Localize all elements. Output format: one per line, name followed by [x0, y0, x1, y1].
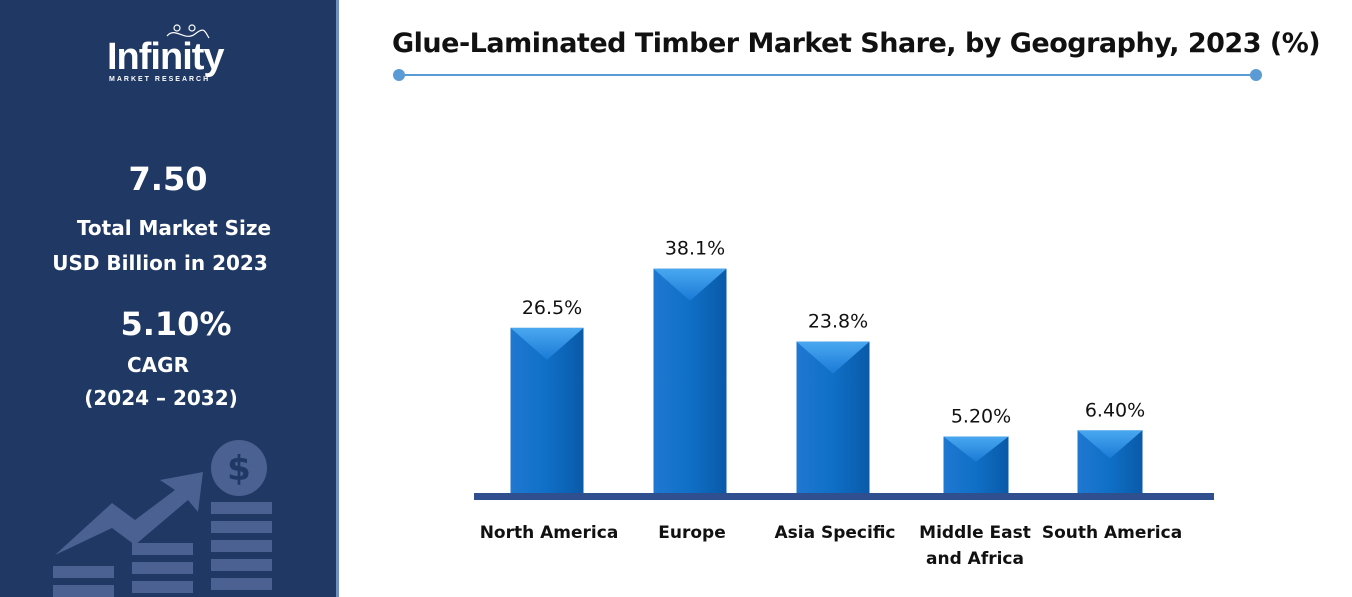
bar-bevel [653, 268, 727, 301]
cagr-value: 5.10% [120, 305, 232, 343]
bar [796, 341, 870, 493]
bar [943, 436, 1009, 493]
category-label: and Africa [926, 549, 1024, 569]
title-underline [399, 74, 1256, 76]
category-label: South America [1042, 523, 1182, 543]
bar [1077, 430, 1143, 493]
data-label: 6.40% [1085, 399, 1145, 421]
sidebar: Infinity MARKET RESEARCH 7.50 Total Mark… [0, 0, 339, 597]
cagr-label: CAGR [127, 353, 189, 377]
svg-text:$: $ [227, 449, 251, 489]
category-label: North America [480, 523, 619, 543]
logo-subtext: MARKET RESEARCH [109, 76, 211, 83]
cagr-period: (2024 – 2032) [84, 386, 238, 410]
bar [510, 327, 584, 493]
category-label: Middle East [919, 523, 1031, 543]
underline-dot-left [393, 69, 405, 81]
category-label: Europe [658, 523, 725, 543]
data-label: 38.1% [665, 238, 725, 260]
growth-chart-dollar-icon: $ [53, 440, 272, 597]
bar [653, 268, 727, 493]
bar-bevel [796, 341, 870, 374]
bar-bevel [510, 327, 584, 360]
data-label: 23.8% [808, 311, 868, 333]
market-size-value: 7.50 [128, 160, 208, 198]
data-label: 26.5% [522, 297, 582, 319]
bar-body [653, 268, 727, 493]
data-label: 5.20% [951, 405, 1011, 427]
x-axis-line [474, 493, 1214, 500]
underline-dot-right [1250, 69, 1262, 81]
logo-text: Infinity [107, 36, 225, 78]
chart-title: Glue-Laminated Timber Market Share, by G… [392, 28, 1321, 59]
bar-bevel [1077, 430, 1143, 459]
market-size-label: Total Market Size [76, 216, 272, 240]
bar-bevel [943, 436, 1009, 462]
logo-figures-icon [166, 24, 210, 39]
market-size-unit: USD Billion in 2023 [52, 251, 268, 275]
logo: Infinity MARKET RESEARCH [105, 24, 245, 88]
category-label: Asia Specific [774, 523, 895, 543]
